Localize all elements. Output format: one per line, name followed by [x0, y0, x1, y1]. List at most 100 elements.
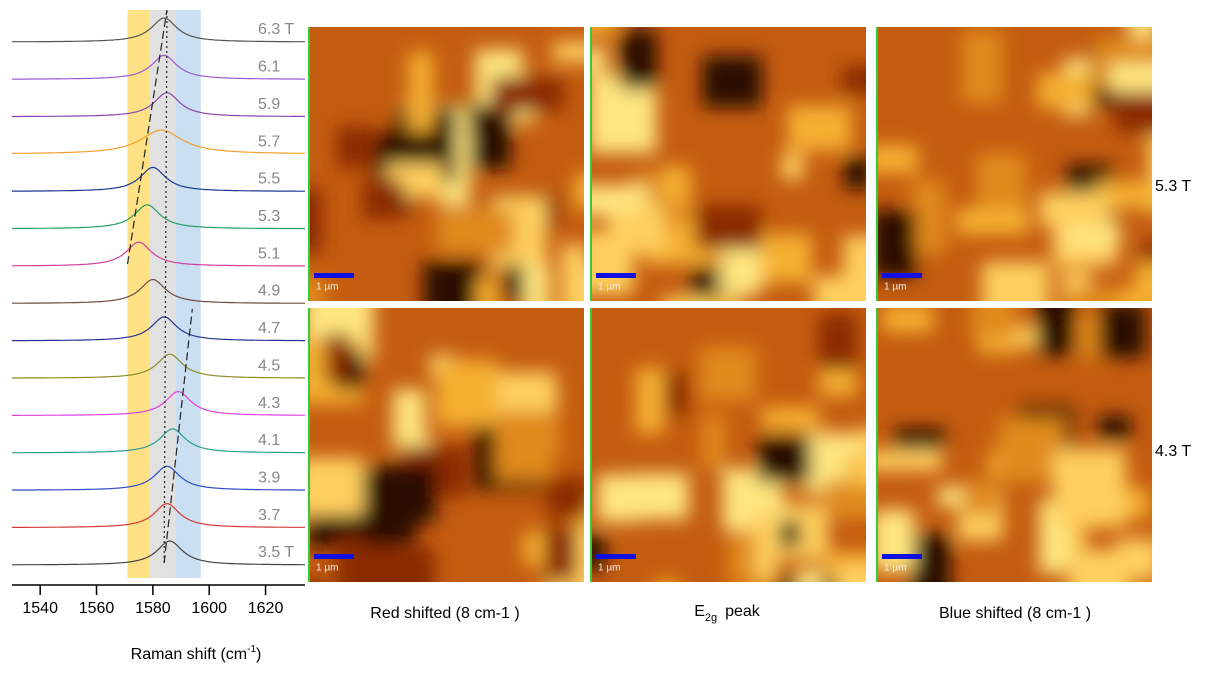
- blob: [757, 436, 811, 483]
- blob: [620, 29, 657, 89]
- blob: [779, 576, 850, 582]
- band: [175, 10, 201, 578]
- blob: [818, 313, 858, 370]
- blob: [552, 41, 584, 62]
- blob: [843, 156, 866, 190]
- blob: [1116, 538, 1152, 581]
- spectrum: [12, 166, 305, 192]
- blob: [1134, 262, 1152, 300]
- blob: [841, 65, 866, 94]
- scale-bar: [314, 554, 354, 559]
- blob: [381, 464, 437, 523]
- blob: [797, 568, 822, 582]
- blobs: [590, 27, 866, 301]
- field-label: 5.5: [258, 171, 280, 188]
- blob: [779, 520, 801, 548]
- blob: [597, 474, 642, 522]
- blob: [590, 535, 606, 570]
- blob: [423, 260, 482, 301]
- blob: [308, 580, 324, 582]
- blob: [1114, 86, 1152, 133]
- blob: [523, 531, 547, 566]
- x-tick-label: 1600: [191, 600, 227, 617]
- field-label: 4.7: [258, 320, 280, 337]
- column-caption: Blue shifted (8 cm-1 ): [939, 605, 1091, 622]
- blob: [971, 308, 1016, 337]
- spectrum: [12, 428, 305, 454]
- band: [127, 10, 151, 578]
- x-label-text: Raman shift (cm: [131, 646, 247, 663]
- blob: [560, 267, 584, 301]
- spectrum: [12, 204, 305, 230]
- spectrum: [12, 390, 305, 416]
- x-tick-label: 1620: [248, 600, 284, 617]
- blob: [308, 457, 364, 516]
- heat-map: 1 µm: [590, 308, 866, 582]
- caption-rest: peak: [725, 603, 761, 620]
- field-label: 4.9: [258, 283, 280, 300]
- blob: [491, 76, 565, 112]
- scale-bar-label: 1 µm: [884, 282, 906, 293]
- blob: [308, 277, 326, 301]
- blob: [1098, 308, 1146, 358]
- spectrum: [12, 92, 305, 118]
- blobs: [590, 313, 866, 582]
- blob: [590, 27, 617, 35]
- blob: [894, 428, 945, 450]
- blob: [876, 210, 917, 278]
- guide-line: [163, 9, 168, 564]
- blob: [634, 473, 689, 520]
- field-label: 6.1: [258, 59, 280, 76]
- blob: [818, 368, 857, 396]
- field-label: 4.5: [258, 357, 280, 374]
- blob: [492, 371, 556, 412]
- blob: [1074, 563, 1110, 582]
- guide-line: [126, 9, 168, 265]
- caption-base: E: [694, 603, 705, 620]
- blob: [392, 389, 425, 448]
- field-label: 3.9: [258, 470, 280, 487]
- blob: [911, 180, 946, 255]
- blob: [325, 333, 349, 383]
- blob: [702, 415, 726, 470]
- field-label: 4.3: [258, 395, 280, 412]
- blob: [590, 231, 634, 295]
- blob: [910, 534, 951, 582]
- scale-bar-label: 1 µm: [598, 563, 620, 574]
- blob: [503, 265, 528, 301]
- x-label-sup: -1: [247, 644, 256, 655]
- blob: [712, 299, 737, 301]
- blob: [362, 179, 404, 220]
- blob: [761, 406, 820, 431]
- heat-map: 1 µm: [308, 308, 584, 582]
- column-caption: E2g peak: [694, 603, 761, 624]
- blob: [787, 105, 852, 151]
- scale-bar-label: 1 µm: [316, 563, 338, 574]
- blob: [981, 261, 1050, 301]
- blobs: [308, 308, 584, 582]
- scale-bar: [314, 273, 354, 278]
- blob: [656, 580, 679, 582]
- field-label: 3.5 T: [258, 544, 294, 561]
- scale-bar: [596, 273, 636, 278]
- scale-bar-label: 1 µm: [598, 282, 620, 293]
- scale-bar-label: 1 µm: [884, 563, 906, 574]
- blob: [337, 126, 375, 169]
- blob: [629, 205, 665, 253]
- scale-bar: [596, 554, 636, 559]
- blobs: [308, 41, 584, 301]
- field-label: 5.1: [258, 245, 280, 262]
- blob: [1037, 308, 1075, 356]
- blob: [544, 527, 577, 581]
- spectrum: [12, 129, 305, 154]
- blob: [976, 153, 1027, 208]
- scale-bar-label: 1 µm: [316, 282, 338, 293]
- blob: [861, 428, 866, 480]
- blobs: [876, 27, 1152, 301]
- blob: [1063, 222, 1120, 249]
- blob: [336, 536, 396, 582]
- blob: [308, 188, 323, 253]
- spectrum: [12, 465, 305, 491]
- blob: [876, 145, 919, 174]
